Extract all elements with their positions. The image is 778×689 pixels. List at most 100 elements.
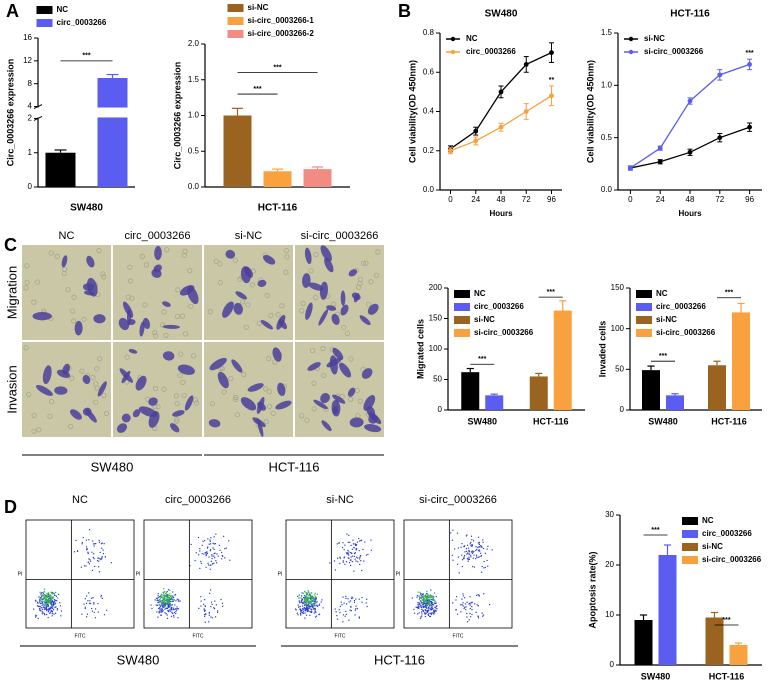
event-dot [419,597,421,599]
event-dot [484,566,486,569]
event-dot [84,606,86,608]
event-dot [97,611,99,613]
bar [658,555,677,665]
event-dot [45,598,47,600]
event-dot [83,603,85,605]
event-dot [471,608,473,611]
event-dot [430,613,433,616]
event-dot [169,603,172,605]
pore [100,271,106,277]
x-tick-label: HCT-116 [709,671,745,681]
cell [162,301,171,307]
event-dot [465,606,467,608]
pore [217,261,223,267]
event-dot [309,596,312,598]
event-dot [156,604,158,606]
event-dot [428,606,430,608]
event-dot [211,603,213,605]
pore [181,252,188,258]
event-dot [304,604,306,606]
event-dot [201,552,203,555]
pore [31,412,37,419]
event-dot [470,556,472,558]
event-dot [163,604,165,606]
event-dot [424,605,427,607]
event-dot [165,595,167,597]
legend-label: si-NC [702,542,723,551]
event-dot [307,609,309,611]
cell [128,348,138,354]
event-dot [456,532,459,534]
event-dot [470,616,472,618]
event-dot [420,593,422,595]
event-dot [210,549,212,551]
event-dot [211,554,213,556]
event-dot [89,602,91,604]
event-dot [48,598,50,600]
event-dot [301,592,303,594]
event-dot [467,621,469,623]
event-dot [38,605,40,608]
event-dot [477,605,479,607]
event-dot [172,595,174,598]
pore [284,254,290,260]
legend-swatch [682,543,698,551]
event-dot [424,595,426,597]
event-dot [52,603,55,605]
x-tick-label: SW480 [467,416,497,426]
event-dot [157,595,159,597]
event-dot [358,616,360,618]
event-dot [423,603,425,606]
event-dot [483,567,485,569]
event-dot [359,558,361,560]
event-dot [303,599,305,601]
pore [23,345,29,351]
event-dot [167,606,170,608]
event-dot [86,548,89,550]
y-tick-label: 1.0 [188,111,200,120]
event-dot [365,602,367,604]
event-dot [165,604,167,606]
event-dot [208,611,211,614]
event-dot [318,604,320,606]
event-dot [51,591,54,594]
event-dot [411,597,413,599]
event-dot [361,539,363,541]
event-dot [478,549,480,551]
event-dot [431,602,434,604]
event-dot [462,593,464,595]
event-dot [83,565,86,567]
pore [101,392,107,399]
event-dot [417,606,419,609]
event-dot [356,607,359,610]
event-dot [344,615,346,617]
event-dot [362,548,364,551]
event-dot [463,555,466,557]
pore [68,423,74,430]
event-dot [52,607,54,609]
event-dot [342,621,344,623]
event-dot [52,596,54,598]
event-dot [426,602,428,604]
point [628,165,633,171]
event-dot [464,551,466,553]
column-label: si-NC [235,230,263,242]
bar [97,77,128,187]
x-tick-label: 24 [656,195,665,204]
cell [340,290,346,306]
y-tick-label: 12 [23,56,32,65]
event-dot [357,561,359,563]
event-dot [46,609,48,611]
event-dot [451,554,453,556]
event-dot [217,610,219,612]
event-dot [307,601,309,604]
event-dot [470,551,473,553]
event-dot [339,605,342,608]
x-tick-label: 48 [686,195,695,204]
point [473,128,479,134]
pore [217,279,223,286]
pore [221,389,227,395]
event-dot [161,609,163,611]
event-dot [85,539,87,541]
event-dot [312,604,314,606]
